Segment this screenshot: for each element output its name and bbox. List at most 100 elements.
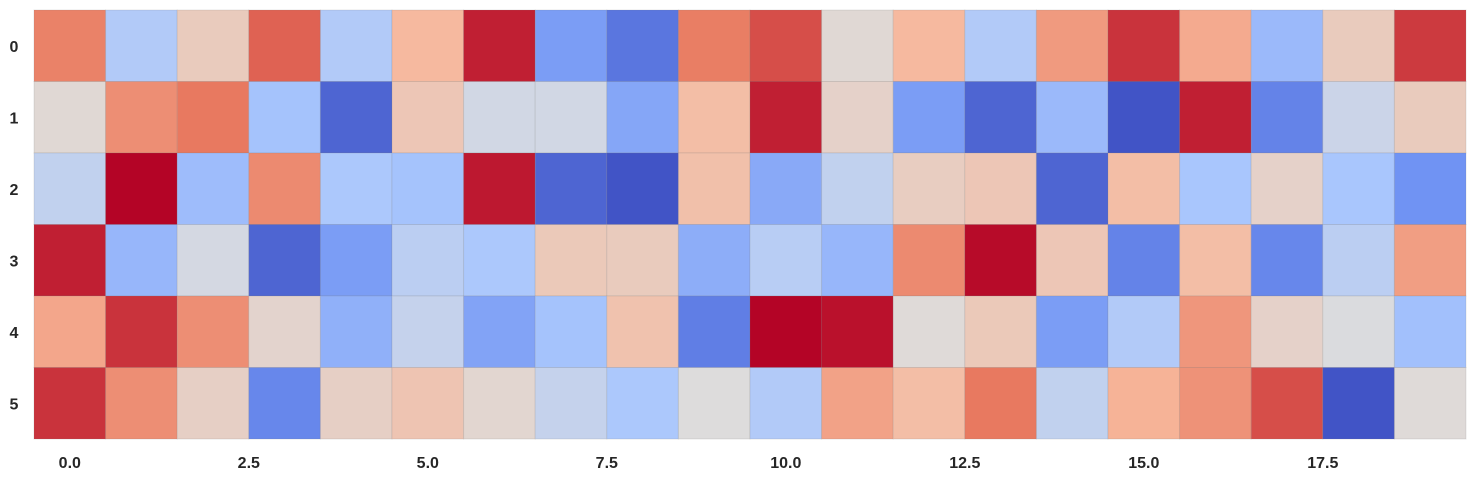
x-tick-label: 12.5	[949, 455, 980, 472]
heatmap-cell-r1-c4	[319, 81, 393, 154]
heatmap-cell-r5-c2	[176, 367, 250, 440]
heatmap-cell-r4-c16	[1179, 295, 1252, 368]
heatmap-cell-r5-c18	[1322, 367, 1395, 440]
heatmap-cell-r3-c6	[463, 224, 536, 297]
heatmap-cell-r0-c14	[1035, 9, 1109, 82]
heatmap-cell-r2-c7	[534, 152, 608, 225]
heatmap-cell-r2-c18	[1322, 152, 1395, 225]
heatmap-cell-r0-c12	[892, 9, 966, 82]
heatmap-cell-r4-c14	[1035, 295, 1109, 368]
heatmap-cell-r0-c13	[964, 9, 1037, 82]
heatmap-cell-r1-c13	[964, 81, 1037, 154]
heatmap-cell-r1-c16	[1179, 81, 1252, 154]
x-tick-label: 17.5	[1307, 455, 1338, 472]
heatmap-cell-r5-c4	[319, 367, 393, 440]
heatmap-cell-r1-c17	[1250, 81, 1324, 154]
heatmap-cell-r5-c16	[1179, 367, 1252, 440]
heatmap-cell-r0-c8	[606, 9, 679, 82]
heatmap-cell-r5-c7	[534, 367, 608, 440]
heatmap-cell-r0-c3	[248, 9, 321, 82]
heatmap-cell-r3-c7	[534, 224, 608, 297]
heatmap-cell-r2-c1	[105, 152, 178, 225]
heatmap-cell-r1-c11	[821, 81, 894, 154]
heatmap-cell-r0-c2	[176, 9, 250, 82]
heatmap-cell-r5-c13	[964, 367, 1037, 440]
heatmap-cell-r0-c17	[1250, 9, 1324, 82]
heatmap-cell-r3-c17	[1250, 224, 1324, 297]
heatmap-cell-r4-c5	[391, 295, 465, 368]
heatmap-cell-r5-c8	[606, 367, 679, 440]
heatmap-cell-r3-c19	[1393, 224, 1467, 297]
heatmap-cell-r4-c8	[606, 295, 679, 368]
heatmap-cell-r4-c19	[1393, 295, 1467, 368]
heatmap-cell-r3-c10	[749, 224, 823, 297]
heatmap-cell-r3-c11	[821, 224, 894, 297]
x-tick-label: 2.5	[238, 455, 260, 472]
heatmap-cell-r4-c3	[248, 295, 321, 368]
heatmap-cell-r1-c19	[1393, 81, 1467, 154]
heatmap-cell-r4-c17	[1250, 295, 1324, 368]
y-tick-label: 4	[10, 325, 19, 342]
heatmap-cell-r5-c15	[1107, 367, 1181, 440]
heatmap-cell-r2-c6	[463, 152, 536, 225]
heatmap-cell-r0-c10	[749, 9, 823, 82]
heatmap-cell-r2-c15	[1107, 152, 1181, 225]
heatmap-cell-r0-c15	[1107, 9, 1181, 82]
heatmap-cell-r2-c5	[391, 152, 465, 225]
heatmap-cell-r4-c10	[749, 295, 823, 368]
heatmap-cell-r1-c5	[391, 81, 465, 154]
heatmap-cell-r1-c9	[677, 81, 751, 154]
heatmap-cell-r0-c1	[105, 9, 178, 82]
heatmap-cell-r2-c8	[606, 152, 679, 225]
heatmap-cell-r4-c18	[1322, 295, 1395, 368]
heatmap-cell-r0-c7	[534, 9, 608, 82]
heatmap-cell-r2-c19	[1393, 152, 1467, 225]
x-tick-label: 10.0	[770, 455, 801, 472]
heatmap-cell-r4-c7	[534, 295, 608, 368]
heatmap-cell-r3-c14	[1035, 224, 1109, 297]
y-axis-tick-labels: 0 1 2 3 4 5	[10, 39, 19, 414]
heatmap-cell-r1-c8	[606, 81, 679, 154]
y-tick-label: 2	[10, 182, 19, 199]
heatmap-cell-r4-c9	[677, 295, 751, 368]
heatmap-cell-r4-c15	[1107, 295, 1181, 368]
heatmap-cell-r5-c14	[1035, 367, 1109, 440]
heatmap-cell-r4-c4	[319, 295, 393, 368]
heatmap-cell-r2-c9	[677, 152, 751, 225]
heatmap-cell-r0-c4	[319, 9, 393, 82]
heatmap-cell-r1-c15	[1107, 81, 1181, 154]
x-tick-label: 7.5	[596, 455, 618, 472]
heatmap-cell-r2-c2	[176, 152, 250, 225]
heatmap-cell-r4-c0	[33, 295, 107, 368]
heatmap-cell-r3-c13	[964, 224, 1037, 297]
heatmap-cells	[33, 9, 1467, 440]
heatmap-cell-r2-c17	[1250, 152, 1324, 225]
heatmap-cell-r3-c2	[176, 224, 250, 297]
heatmap-cell-r4-c12	[892, 295, 966, 368]
heatmap-cell-r2-c3	[248, 152, 321, 225]
heatmap-cell-r2-c14	[1035, 152, 1109, 225]
heatmap-cell-r3-c4	[319, 224, 393, 297]
heatmap-cell-r4-c2	[176, 295, 250, 368]
heatmap-cell-r1-c14	[1035, 81, 1109, 154]
heatmap-cell-r3-c12	[892, 224, 966, 297]
heatmap-cell-r5-c12	[892, 367, 966, 440]
heatmap-cell-r1-c10	[749, 81, 823, 154]
x-tick-label: 15.0	[1128, 455, 1159, 472]
heatmap-cell-r1-c2	[176, 81, 250, 154]
heatmap-cell-r2-c11	[821, 152, 894, 225]
heatmap-cell-r4-c1	[105, 295, 178, 368]
y-tick-label: 1	[10, 110, 19, 127]
heatmap-cell-r5-c3	[248, 367, 321, 440]
heatmap-cell-r0-c16	[1179, 9, 1252, 82]
heatmap-cell-r3-c9	[677, 224, 751, 297]
heatmap-cell-r2-c4	[319, 152, 393, 225]
heatmap-cell-r1-c3	[248, 81, 321, 154]
heatmap-cell-r3-c1	[105, 224, 178, 297]
heatmap-cell-r3-c8	[606, 224, 679, 297]
heatmap-cell-r2-c13	[964, 152, 1037, 225]
heatmap-cell-r5-c9	[677, 367, 751, 440]
heatmap-cell-r0-c0	[33, 9, 107, 82]
heatmap-cell-r5-c10	[749, 367, 823, 440]
